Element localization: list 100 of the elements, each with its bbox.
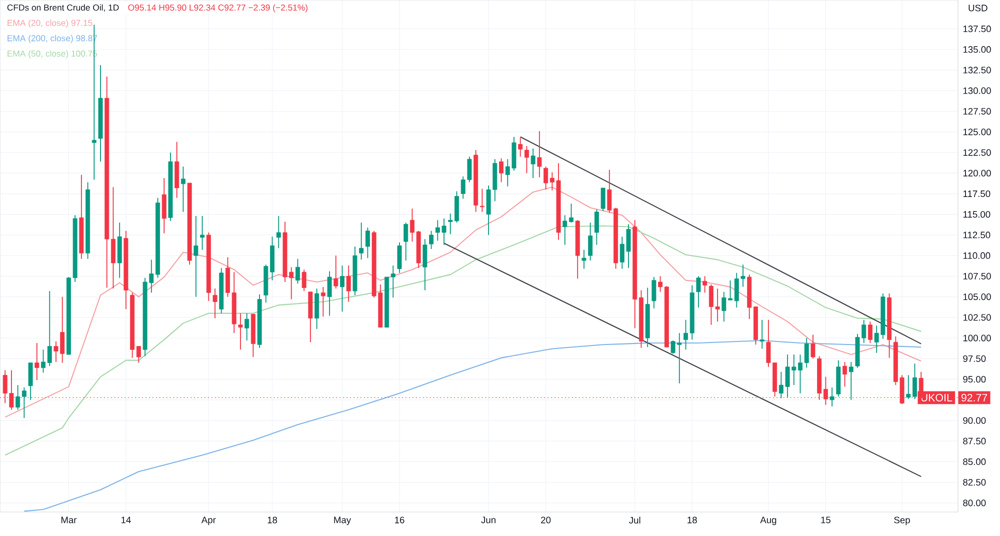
- candlestick: [480, 188, 484, 212]
- candlestick: [47, 290, 52, 367]
- y-tick-label: 90.00: [963, 417, 986, 424]
- candlestick: [200, 216, 205, 250]
- candlestick: [537, 130, 542, 178]
- x-tick-label: Jun: [481, 516, 496, 524]
- chart-title: CFDs on Brent Crude Oil, 1D: [7, 4, 119, 12]
- x-tick-label: Jul: [629, 516, 640, 524]
- x-tick-label: 15: [821, 516, 830, 524]
- candlestick: [28, 362, 33, 400]
- chart-subtitle: O95.14 H95.90 L92.34 C92.77 −2.39 (−2.51%): [128, 4, 308, 12]
- candlestick: [136, 346, 141, 364]
- x-tick-label: 14: [121, 516, 131, 524]
- x-tick-label: Aug: [760, 516, 776, 526]
- candlestick: [404, 222, 408, 261]
- candlestick: [320, 286, 326, 318]
- x-tick-label: 18: [688, 516, 697, 524]
- candlestick: [518, 137, 523, 158]
- candlestick: [302, 269, 306, 292]
- x-tick-label: 20: [541, 516, 551, 524]
- candlestick: [696, 276, 701, 308]
- candlestick: [658, 276, 663, 292]
- candlestick: [594, 208, 599, 246]
- candlestick: [180, 166, 186, 212]
- y-tick-label: 127.50: [963, 108, 991, 115]
- candlestick: [194, 216, 198, 298]
- candlestick: [22, 387, 26, 418]
- candlestick: [422, 238, 428, 291]
- candlestick: [600, 188, 606, 212]
- line-series: [24, 340, 922, 512]
- candlestick: [295, 258, 300, 284]
- candlestick: [429, 230, 434, 250]
- candlestick: [365, 227, 370, 259]
- candlestick: [499, 158, 504, 183]
- x-tick-label: May: [334, 516, 352, 526]
- candlestick: [276, 216, 281, 249]
- y-axis-title: USD: [968, 4, 988, 12]
- y-tick-label: 100.00: [963, 334, 991, 342]
- candlestick: [848, 361, 854, 400]
- y-tick-label: 122.50: [963, 149, 991, 156]
- y-tick-label: 85.00: [963, 458, 986, 465]
- y-tick-label: 87.50: [963, 438, 986, 444]
- ref-line-label: 92.77: [961, 394, 988, 402]
- candlestick: [162, 178, 166, 234]
- candlestick: [110, 186, 116, 290]
- candlestick: [842, 361, 848, 388]
- x-tick-label: 16: [395, 516, 404, 524]
- candlestick: [244, 312, 250, 341]
- candlestick: [830, 387, 834, 407]
- candlestick: [562, 214, 568, 246]
- y-tick-label: 102.50: [963, 314, 991, 321]
- candlestick: [810, 334, 816, 360]
- y-tick-label: 110.00: [963, 252, 990, 259]
- candlestick: [906, 374, 911, 400]
- y-tick-label: 125.00: [963, 128, 991, 136]
- y-tick-label: 135.00: [963, 46, 991, 53]
- candlestick: [340, 265, 344, 312]
- x-tick-label: Sep: [894, 516, 910, 526]
- candlestick: [346, 265, 351, 302]
- candlestick: [41, 349, 46, 374]
- candlestick: [359, 222, 364, 260]
- candlestick: [397, 242, 402, 274]
- candlestick: [569, 203, 574, 224]
- y-tick-label: 130.00: [963, 87, 991, 94]
- candlestick: [238, 312, 243, 350]
- candlestick: [16, 384, 20, 410]
- y-tick-label: 117.50: [963, 190, 990, 198]
- y-tick-label: 112.50: [963, 232, 990, 238]
- y-tick-label: 80.00: [963, 500, 986, 506]
- candlestick: [582, 249, 586, 270]
- line-series: [4, 186, 922, 418]
- candlestick: [530, 148, 536, 179]
- y-tick-label: 95.00: [963, 376, 986, 383]
- line-series: [4, 225, 922, 456]
- y-tick-label: 132.50: [963, 66, 991, 74]
- y-tick-label: 137.50: [963, 26, 991, 32]
- y-tick-label: 97.50: [963, 355, 986, 362]
- x-tick-label: Apr: [201, 516, 216, 526]
- candlestick: [868, 321, 872, 344]
- candlestick: [652, 276, 656, 309]
- candlestick: [390, 265, 396, 298]
- y-tick-label: 82.50: [963, 479, 986, 486]
- candlestick: [327, 270, 332, 316]
- y-tick-label: 120.00: [963, 170, 991, 176]
- candlestick: [334, 255, 338, 290]
- candlestick: [760, 319, 764, 350]
- candlestick: [544, 166, 548, 190]
- text: EMA (20, close) 97.15: [8, 20, 92, 28]
- candlestick: [524, 145, 529, 174]
- candlestick: [912, 363, 917, 400]
- y-tick-label: 107.50: [963, 272, 991, 280]
- candlestick: [702, 276, 708, 294]
- y-tick-label: 115.00: [963, 211, 990, 218]
- candlestick: [212, 288, 218, 319]
- x-tick-label: Mar: [61, 516, 77, 524]
- candlestick: [448, 213, 453, 235]
- candlestick: [34, 342, 40, 381]
- y-tick-label: 105.00: [963, 294, 991, 300]
- x-tick-label: 18: [268, 516, 278, 524]
- candlestick: [588, 222, 593, 261]
